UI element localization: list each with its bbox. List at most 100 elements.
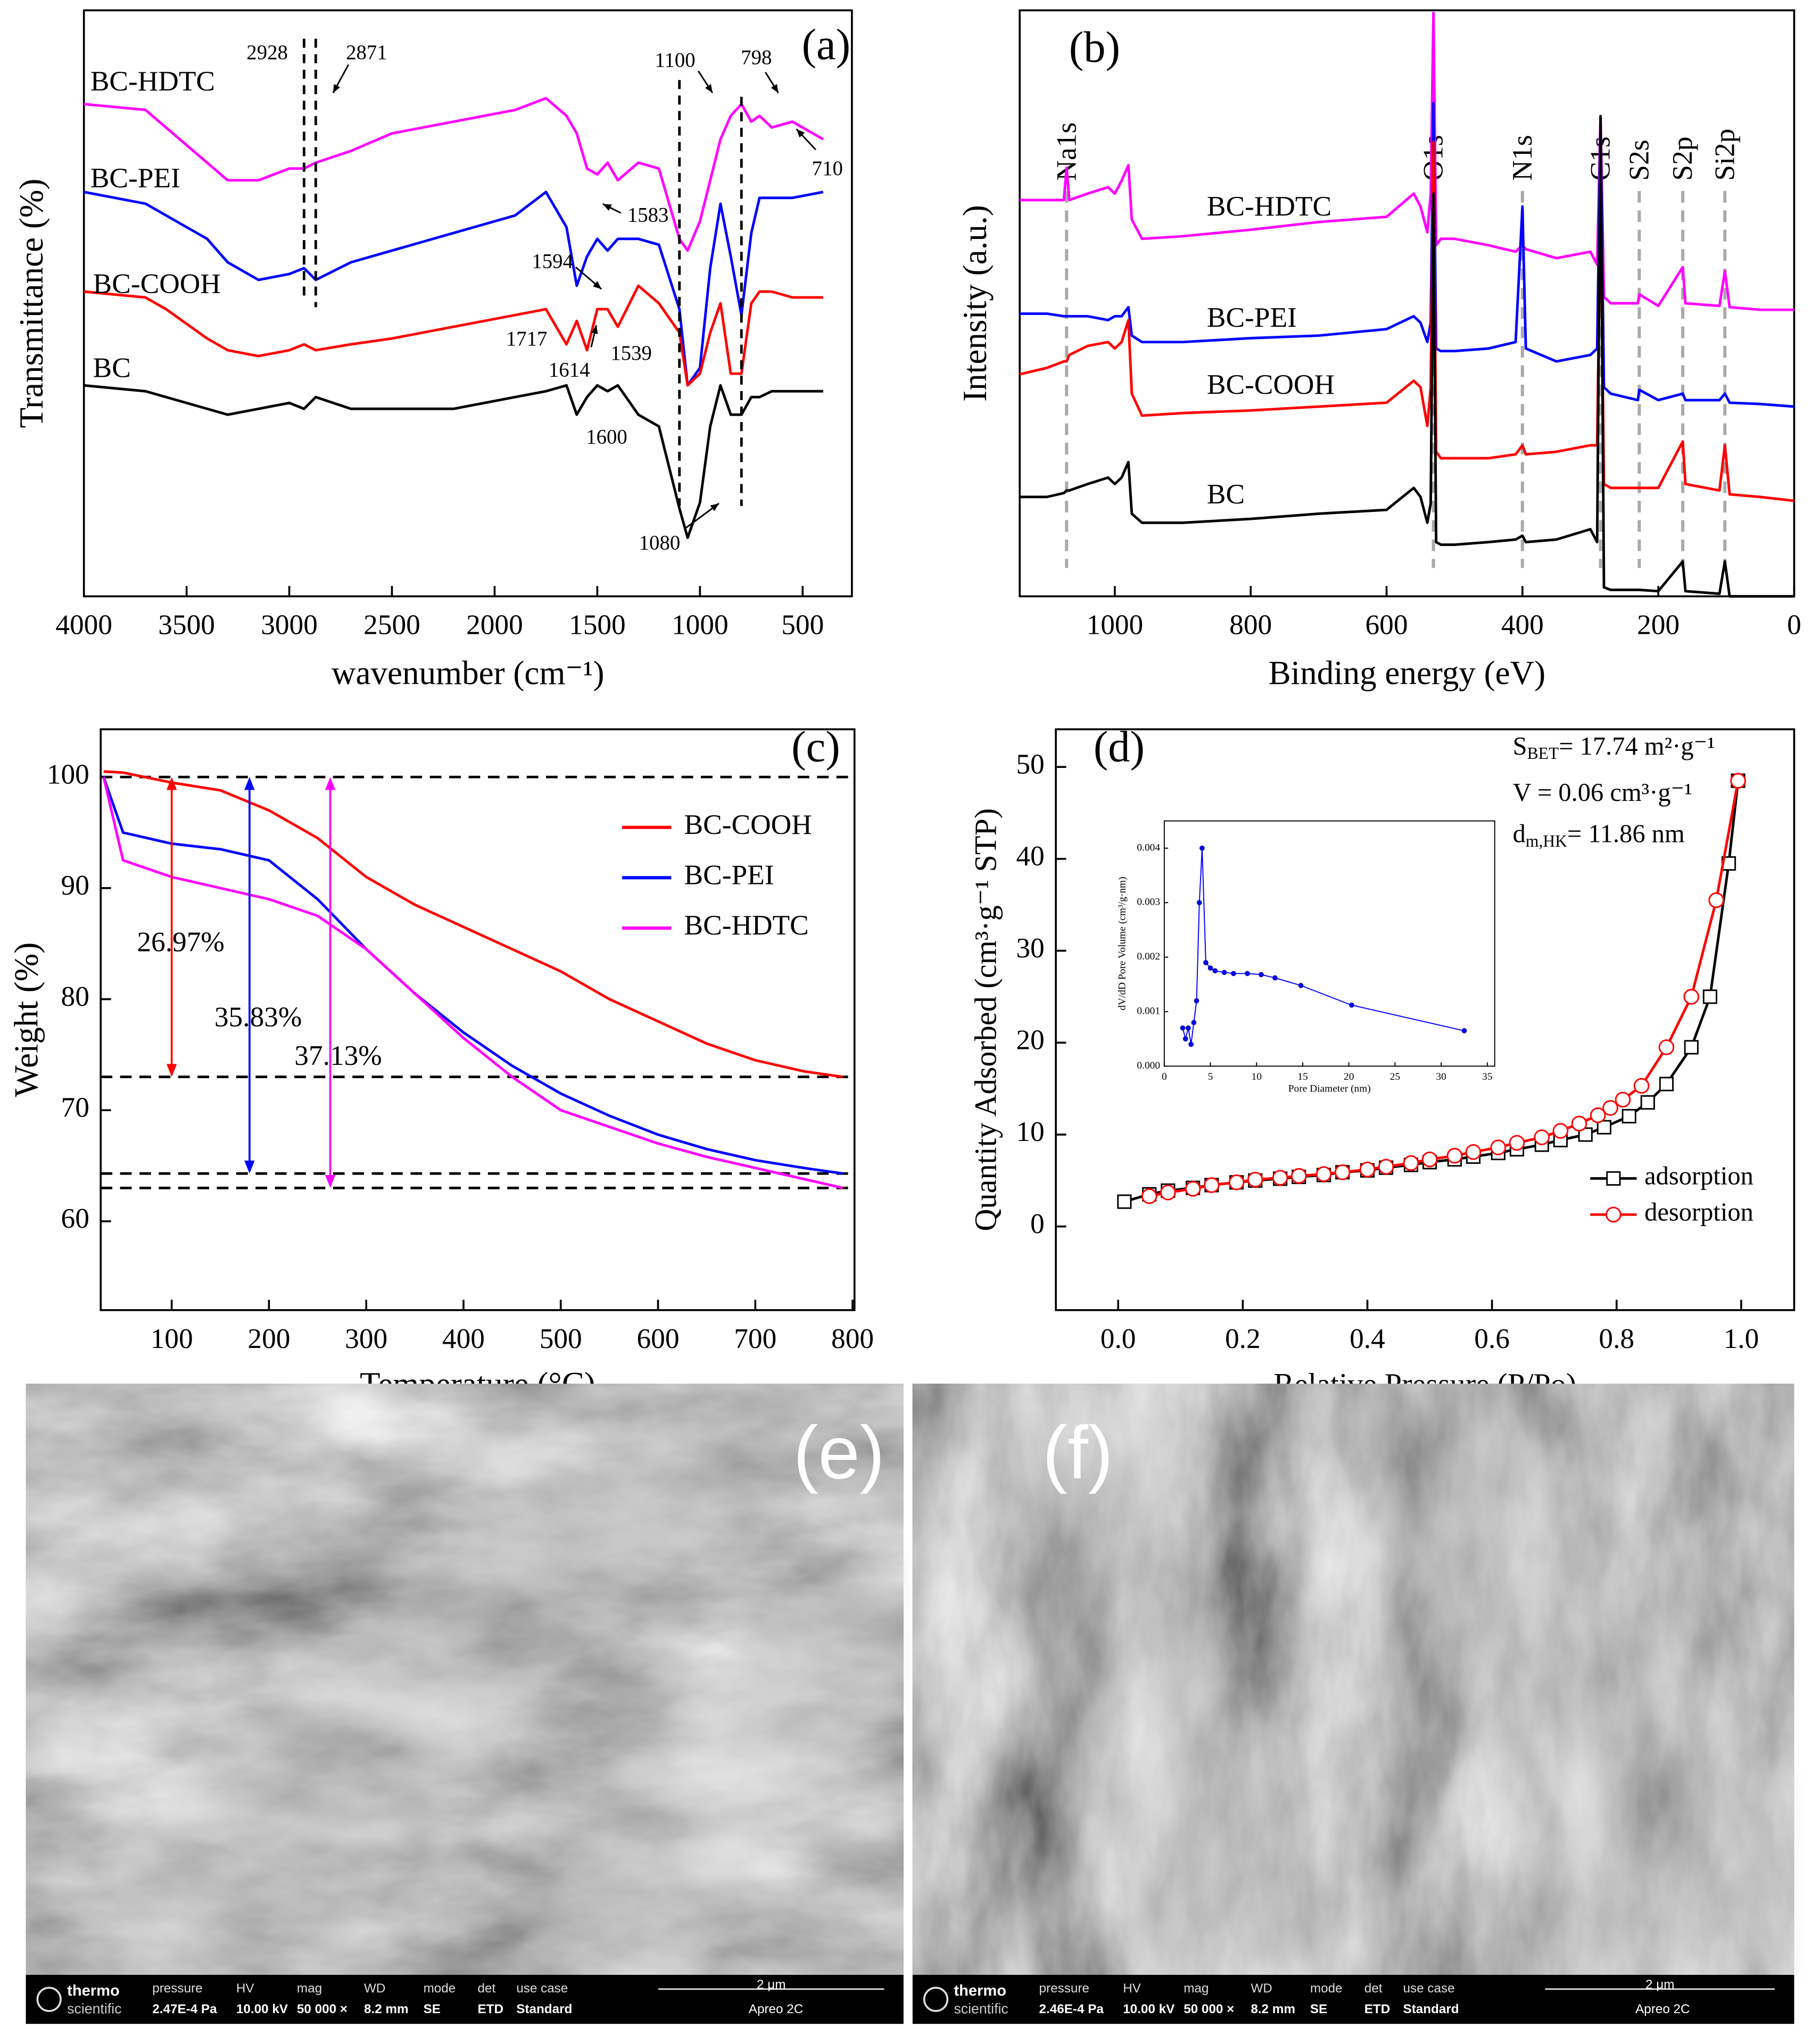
y-axis-label: dV/dD Pore Volume (cm³/g·nm)	[1117, 876, 1128, 1010]
y-tick-label: 0.001	[1137, 1005, 1160, 1016]
marker	[1194, 998, 1199, 1004]
annotation-sub: BET	[1527, 744, 1559, 763]
field-name: WD	[364, 1981, 385, 1996]
marker	[1602, 1100, 1618, 1116]
marker	[1203, 1177, 1220, 1193]
annotation: dm,HK= 11.86 nm	[1513, 820, 1685, 850]
arrow-head	[325, 1175, 336, 1188]
sem-fiber	[64, 1394, 826, 1975]
marker	[1298, 983, 1304, 988]
series-label: BC-PEI	[1207, 301, 1297, 333]
y-tick-label: 0.003	[1137, 897, 1160, 908]
annotation: 1583	[627, 203, 669, 226]
x-tick-label: 500	[781, 609, 824, 641]
marker	[1272, 1170, 1288, 1186]
peak-label: N1s	[1506, 135, 1538, 181]
peak-label: Si2p	[1708, 129, 1740, 181]
marker	[1188, 1041, 1194, 1047]
field-value: Standard	[516, 2002, 572, 2016]
marker	[1212, 968, 1218, 974]
annotation: 710	[812, 157, 843, 180]
scale-label: 2 μm	[1645, 1978, 1674, 1992]
scale-label: 2 μm	[757, 1978, 785, 1992]
x-tick-label: 100	[151, 1322, 193, 1354]
arrow-head	[591, 325, 598, 334]
marker	[1191, 1020, 1197, 1025]
marker	[1180, 1025, 1186, 1031]
x-tick-label: 3500	[158, 609, 215, 641]
x-tick-label: 2500	[363, 609, 420, 641]
field-value: 50 000 ×	[1184, 2002, 1234, 2016]
field-name: HV	[236, 1981, 255, 1996]
x-tick-label: 600	[1365, 609, 1408, 641]
arrow-head	[244, 777, 255, 790]
plot-frame	[1163, 820, 1495, 1067]
series-label: BC-HDTC	[90, 65, 215, 97]
y-tick-label: 0	[1030, 1207, 1045, 1239]
x-tick-label: 15	[1297, 1071, 1308, 1082]
arrow-head	[333, 84, 341, 93]
annotation-part: = 11.86 nm	[1567, 820, 1685, 848]
x-tick-label: 2000	[466, 609, 523, 641]
marker	[1421, 1151, 1438, 1168]
y-tick-label: 80	[61, 980, 89, 1012]
marker	[1231, 971, 1236, 977]
series-line	[102, 776, 843, 1189]
field-name: mag	[297, 1981, 322, 1996]
image-label: (e)	[793, 1411, 885, 1494]
field-name: pressure	[1039, 1981, 1089, 1996]
field-value: Standard	[1403, 2002, 1459, 2016]
brand: scientific	[67, 2001, 121, 2017]
panel-label: (c)	[791, 723, 840, 771]
marker	[1659, 1077, 1674, 1091]
series-label: BC-PEI	[90, 162, 180, 194]
field-value: 50 000 ×	[297, 2002, 348, 2016]
marker	[1534, 1129, 1550, 1145]
x-tick-label: 0.2	[1225, 1322, 1261, 1354]
legend-label: adsorption	[1644, 1162, 1753, 1190]
marker	[1160, 1185, 1176, 1201]
arrow-head	[796, 129, 805, 138]
marker	[1207, 965, 1213, 971]
y-tick-label: 0.002	[1137, 951, 1160, 962]
field-value: ETD	[477, 2002, 503, 2016]
arrow-head	[166, 777, 177, 790]
marker	[1272, 975, 1278, 981]
annotation: 1600	[586, 426, 627, 449]
field-name: mag	[1184, 1981, 1209, 1996]
marker	[1490, 1139, 1507, 1155]
x-tick-label: 1.0	[1724, 1322, 1759, 1354]
series-line	[1020, 11, 1794, 311]
x-tick-label: 3000	[261, 609, 318, 641]
marker	[1203, 960, 1209, 965]
field-value: ETD	[1364, 2002, 1391, 2016]
marker	[1186, 1025, 1191, 1031]
marker	[1640, 1095, 1655, 1110]
annotation-part: V = 0.06 cm³·g⁻¹	[1513, 779, 1692, 807]
x-tick-label: 400	[1501, 609, 1544, 641]
annotation: V = 0.06 cm³·g⁻¹	[1513, 779, 1692, 807]
marker	[1465, 1144, 1482, 1160]
x-axis-label: Pore Diameter (nm)	[1288, 1083, 1371, 1095]
field-value: 8.2 mm	[364, 2002, 409, 2016]
series-label: BC	[1207, 478, 1245, 510]
marker	[1378, 1159, 1394, 1175]
info-bar	[912, 1974, 1794, 2024]
x-tick-label: 0.8	[1599, 1322, 1634, 1354]
marker	[1446, 1147, 1463, 1164]
plot-frame	[82, 9, 853, 598]
marker	[1334, 1164, 1351, 1180]
marker	[1117, 1194, 1132, 1209]
brand-logo	[923, 1987, 949, 2012]
marker	[1199, 845, 1205, 851]
annotation: SBET= 17.74 m²·g⁻¹	[1513, 732, 1715, 763]
x-tick-label: 10	[1252, 1071, 1262, 1082]
field-name: pressure	[152, 1981, 202, 1996]
y-tick-label: 40	[1016, 840, 1044, 872]
arrow-head	[710, 503, 719, 511]
y-tick-label: 30	[1016, 932, 1044, 964]
arrow-head	[602, 204, 612, 211]
arrow-head	[325, 777, 336, 790]
